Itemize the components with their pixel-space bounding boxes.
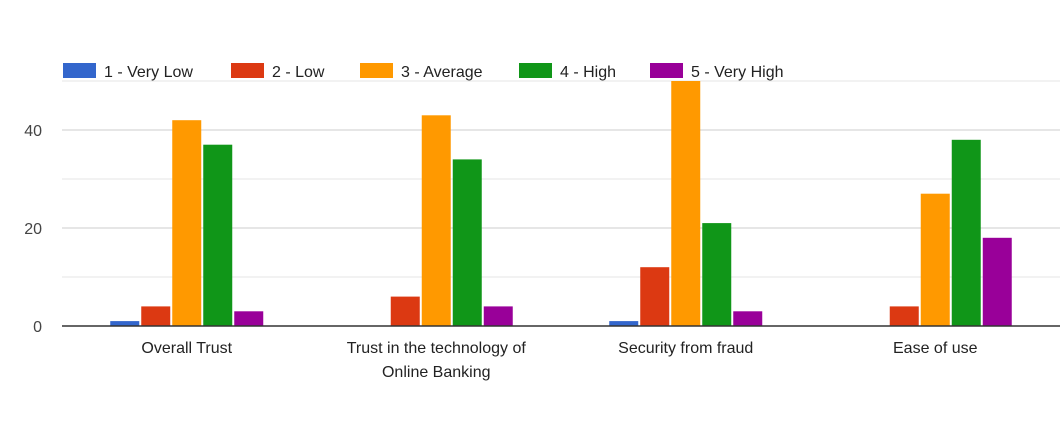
- legend-swatch: [650, 63, 683, 78]
- legend-swatch: [63, 63, 96, 78]
- bar: [483, 306, 513, 326]
- y-tick-label: 20: [24, 221, 42, 238]
- bar: [234, 311, 264, 326]
- y-tick-label: 40: [24, 123, 42, 140]
- bar: [609, 321, 639, 326]
- bar: [203, 144, 233, 326]
- legend-item: 3 - Average: [360, 63, 483, 81]
- bar: [702, 223, 732, 326]
- legend-label: 1 - Very Low: [104, 64, 193, 81]
- legend-swatch: [360, 63, 393, 78]
- legend-swatch: [231, 63, 264, 78]
- x-category-label: Security from fraud: [618, 340, 753, 357]
- x-axis-labels: Overall Trust Trust in the technology of O…: [141, 340, 977, 381]
- legend-item: 5 - Very High: [650, 63, 783, 81]
- legend-label: 3 - Average: [401, 64, 483, 81]
- bar: [671, 81, 701, 326]
- bar: [733, 311, 763, 326]
- bar: [172, 120, 202, 326]
- bar: [110, 321, 140, 326]
- bar: [889, 306, 919, 326]
- bar: [640, 267, 670, 326]
- x-category-label: Overall Trust: [141, 340, 232, 357]
- legend-item: 1 - Very Low: [63, 63, 193, 81]
- bar: [141, 306, 171, 326]
- bar: [920, 193, 950, 326]
- x-category-label: Ease of use: [893, 340, 978, 357]
- legend-item: 2 - Low: [231, 63, 325, 81]
- y-axis-ticks: 0 20 40: [24, 123, 42, 336]
- bars: [110, 81, 1012, 326]
- legend: 1 - Very Low 2 - Low 3 - Average 4 - High 5 …: [63, 63, 783, 81]
- legend-item: 4 - High: [519, 63, 616, 81]
- x-category-label: Trust in the technology of: [347, 340, 527, 357]
- y-tick-label: 0: [33, 319, 42, 336]
- bar: [982, 237, 1012, 326]
- bar: [421, 115, 451, 326]
- legend-label: 5 - Very High: [691, 64, 783, 81]
- bar: [951, 139, 981, 326]
- x-category-label: Online Banking: [382, 364, 491, 381]
- legend-label: 2 - Low: [272, 64, 325, 81]
- legend-label: 4 - High: [560, 64, 616, 81]
- legend-swatch: [519, 63, 552, 78]
- bar: [390, 296, 420, 326]
- bar: [452, 159, 482, 326]
